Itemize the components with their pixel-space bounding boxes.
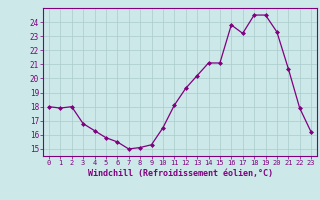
X-axis label: Windchill (Refroidissement éolien,°C): Windchill (Refroidissement éolien,°C) bbox=[87, 169, 273, 178]
